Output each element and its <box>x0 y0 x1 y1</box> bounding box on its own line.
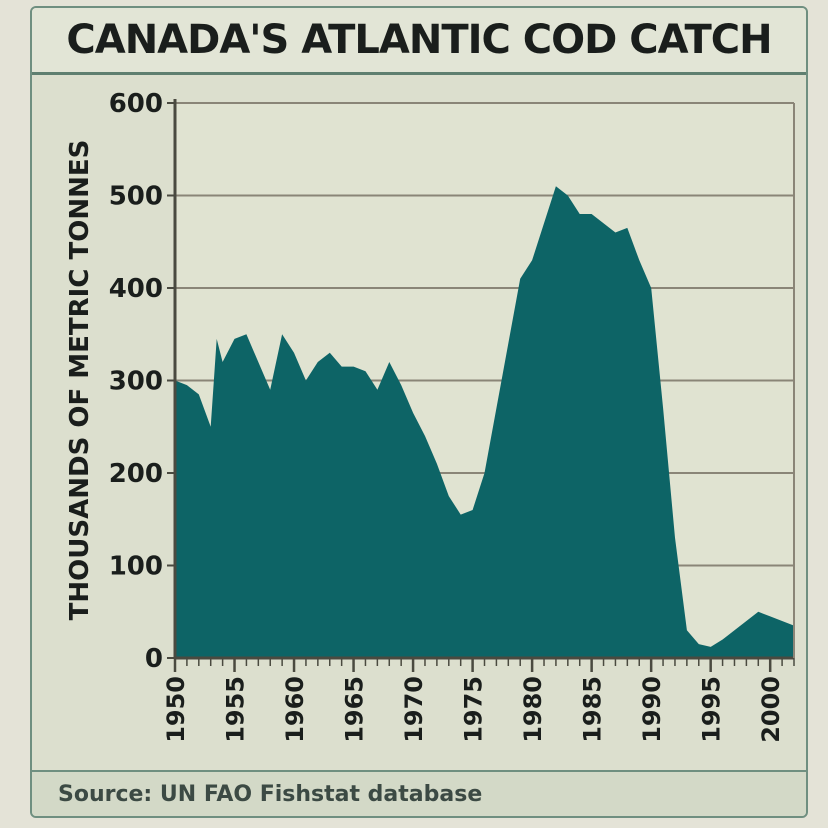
source-note: Source: UN FAO Fishstat database <box>32 770 806 816</box>
y-tick-label: 200 <box>109 459 163 489</box>
y-axis-title: THOUSANDS OF METRIC TONNES <box>65 140 95 621</box>
x-tick-label: 1985 <box>579 676 607 743</box>
x-tick-label: 1980 <box>519 676 547 743</box>
x-tick-label: 1995 <box>698 676 726 743</box>
x-tick-label: 1960 <box>281 676 309 743</box>
catch-area-series <box>175 186 794 659</box>
x-tick-label: 1970 <box>400 676 428 743</box>
x-tick-label: 1965 <box>341 676 369 743</box>
x-tick-label: 1975 <box>460 676 488 743</box>
y-axis-ticks: 0 100 200 300 400 500 600 <box>109 89 175 674</box>
x-tick-label: 1990 <box>638 676 666 743</box>
x-axis-ticks: 1950 1955 1960 1965 1970 1975 1980 1985 1990 1995… <box>162 658 795 743</box>
x-tick-label: 1950 <box>162 676 190 743</box>
y-tick-label: 600 <box>109 89 163 119</box>
y-tick-label: 500 <box>109 182 163 212</box>
y-tick-label: 400 <box>109 274 163 304</box>
x-tick-label: 1955 <box>222 676 250 743</box>
y-tick-label: 0 <box>145 644 163 674</box>
x-tick-label: 2000 <box>757 676 785 743</box>
y-tick-label: 100 <box>109 552 163 582</box>
y-tick-label: 300 <box>109 367 163 397</box>
chart-title: CANADA'S ATLANTIC COD CATCH <box>32 8 806 75</box>
